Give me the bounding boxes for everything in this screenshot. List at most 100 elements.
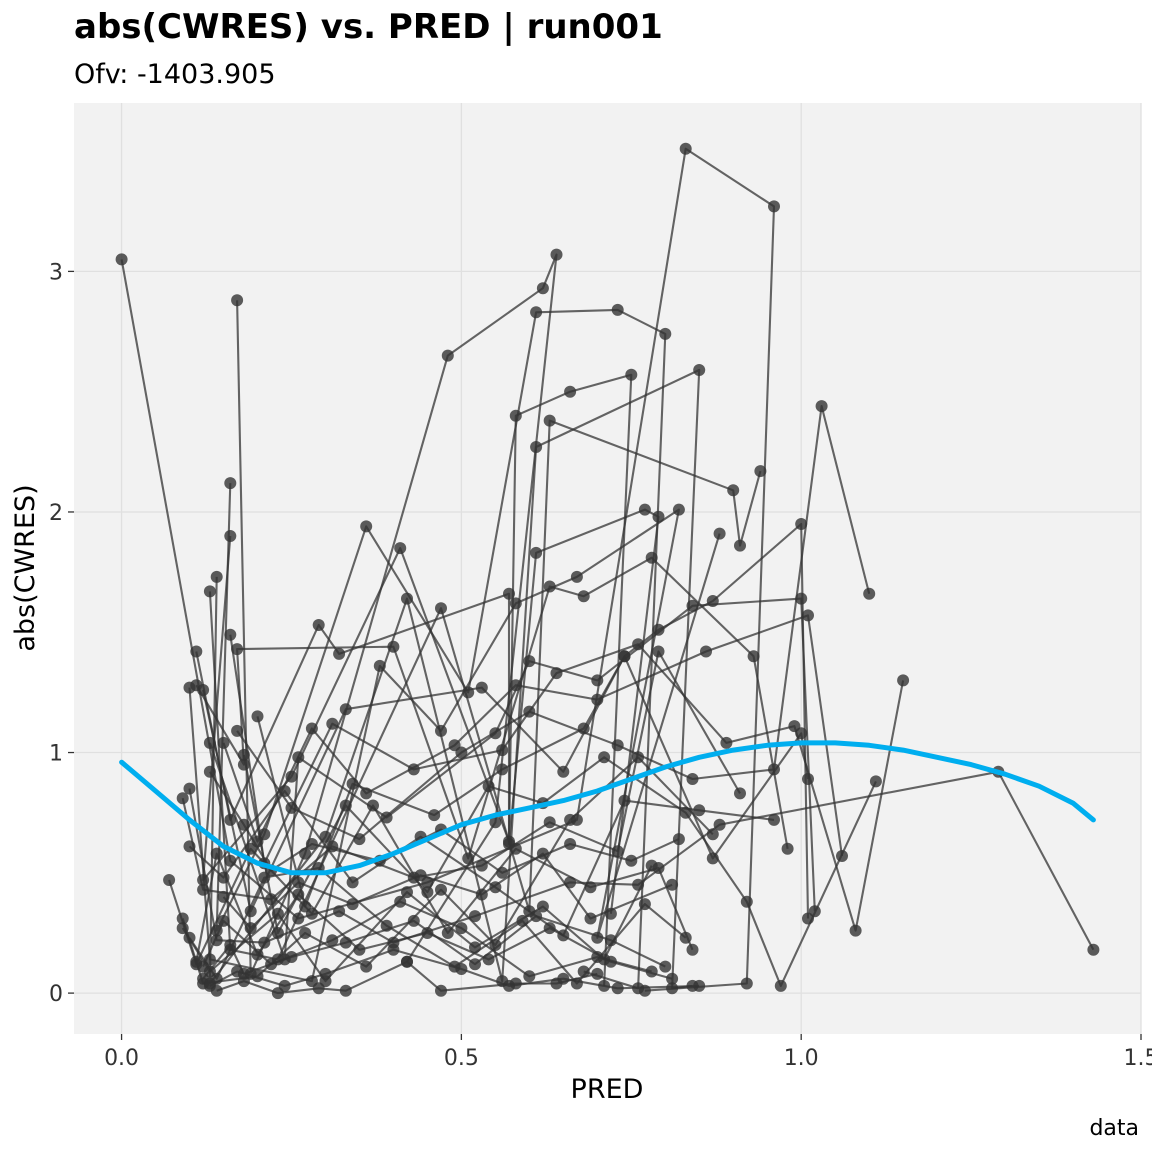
data-point	[210, 570, 223, 583]
data-point	[897, 674, 910, 687]
data-point	[516, 914, 529, 927]
data-point	[672, 503, 685, 516]
data-point	[774, 979, 787, 992]
data-point	[292, 888, 305, 901]
data-point	[611, 845, 624, 858]
data-point	[550, 977, 563, 990]
data-point	[584, 912, 597, 925]
data-point	[271, 987, 284, 1000]
data-point	[802, 773, 814, 785]
data-point	[591, 967, 604, 980]
data-point	[455, 746, 468, 759]
data-point	[278, 785, 291, 797]
data-point	[720, 736, 733, 749]
data-point	[530, 546, 543, 559]
series-line	[188, 508, 721, 983]
data-point	[584, 881, 597, 894]
data-point	[543, 922, 556, 935]
data-point	[496, 763, 509, 776]
data-point	[659, 960, 672, 973]
data-point	[217, 890, 230, 903]
data-point	[768, 200, 780, 213]
data-point	[666, 982, 679, 995]
data-point	[523, 970, 536, 983]
series-id-08	[183, 503, 726, 988]
data-point	[469, 910, 481, 923]
data-point	[638, 898, 651, 911]
data-point	[570, 570, 583, 583]
data-point	[625, 854, 638, 867]
data-point	[210, 984, 223, 997]
data-point	[285, 951, 298, 963]
data-series	[115, 142, 1100, 1000]
data-point	[475, 681, 488, 694]
data-point	[693, 979, 706, 992]
data-point	[611, 739, 624, 752]
data-point	[407, 914, 420, 927]
data-point	[394, 542, 407, 555]
x-axis-ticks: 0.0 0.5 1.0 1.5	[104, 1034, 1152, 1071]
data-point	[183, 931, 196, 944]
smooth-trend	[119, 740, 1096, 876]
data-point	[496, 866, 509, 879]
data-point	[387, 640, 400, 653]
y-tick-label: 0	[49, 982, 63, 1007]
series-line	[168, 804, 694, 966]
data-point	[237, 748, 250, 761]
data-point	[319, 967, 332, 980]
data-point	[441, 927, 454, 939]
data-point	[217, 914, 230, 927]
data-point	[815, 400, 828, 413]
data-point	[802, 609, 814, 622]
series-id-28	[210, 955, 604, 1000]
data-point	[428, 809, 441, 822]
data-point	[475, 888, 488, 901]
data-point	[237, 975, 250, 988]
y-tick-label: 3	[49, 260, 63, 285]
data-point	[435, 724, 447, 737]
x-axis-title: PRED	[571, 1074, 644, 1105]
data-point	[509, 597, 522, 610]
data-point	[292, 876, 305, 889]
data-point	[353, 943, 366, 956]
data-point	[604, 934, 617, 947]
series-line	[195, 852, 673, 980]
data-point	[312, 619, 325, 631]
data-point	[713, 818, 726, 831]
data-point	[734, 539, 746, 552]
data-point	[700, 645, 712, 658]
data-point	[176, 792, 189, 805]
data-point	[217, 736, 230, 749]
smooth-line	[119, 740, 1096, 876]
data-point	[659, 327, 672, 340]
data-point	[414, 869, 427, 882]
data-point	[652, 623, 665, 636]
data-point	[435, 883, 447, 896]
series-line	[209, 948, 700, 990]
chart-caption: data	[1089, 1116, 1139, 1141]
data-point	[869, 775, 882, 788]
data-point	[509, 679, 522, 692]
data-point	[781, 842, 794, 855]
data-point	[550, 667, 563, 680]
data-point	[509, 409, 522, 422]
data-point	[679, 931, 692, 944]
data-point	[706, 828, 719, 841]
data-point	[237, 818, 250, 831]
data-point	[652, 510, 665, 523]
data-point	[326, 717, 339, 730]
data-point	[727, 484, 740, 497]
data-point	[197, 684, 210, 696]
data-point	[346, 898, 359, 911]
data-point	[346, 777, 359, 790]
data-point	[618, 794, 631, 807]
data-point	[550, 248, 563, 261]
data-point	[387, 943, 400, 956]
data-point	[489, 816, 502, 829]
series-line	[236, 405, 871, 841]
data-point	[543, 414, 556, 427]
data-point	[326, 934, 339, 947]
data-point	[163, 874, 176, 886]
data-point	[176, 922, 189, 935]
data-point	[401, 592, 413, 605]
